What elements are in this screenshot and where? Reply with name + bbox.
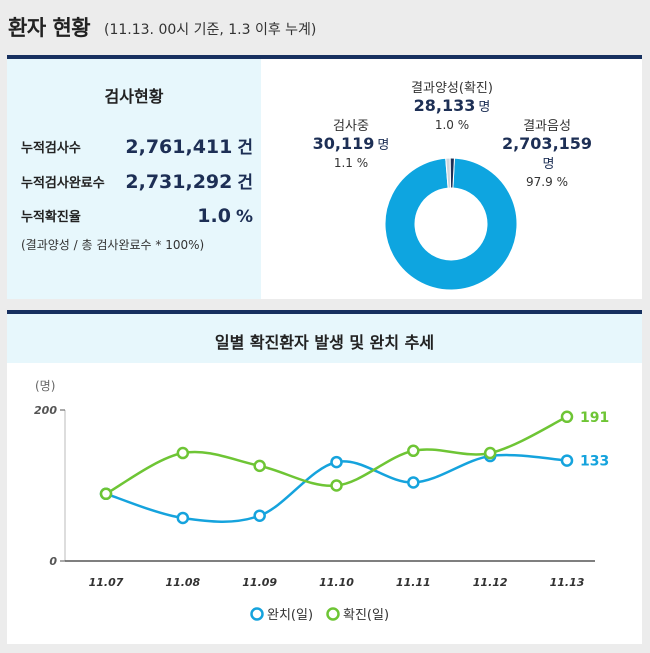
page-header: 환자 현황 (11.13. 00시 기준, 1.3 이후 누계) (0, 0, 650, 58)
page-subtitle: (11.13. 00시 기준, 1.3 이후 누계) (104, 22, 317, 38)
row-positive-rate: 누적확진율 1.0% (21, 203, 253, 227)
bottom-divider (7, 310, 642, 314)
series-end-label: 191 (580, 410, 609, 426)
row-completed-tests: 누적검사완료수 2,731,292 건 (21, 169, 253, 193)
row-value: 1.0% (197, 205, 253, 227)
series-1-point (253, 459, 266, 473)
legend-marker (326, 607, 340, 621)
series-0-point (176, 511, 190, 525)
testing-status-card: 검사현황 누적검사수 2,761,411 건 누적검사완료수 2,731,292 건… (7, 59, 642, 299)
chart-title: 일별 확진환자 발생 및 완치 추세 (214, 333, 435, 352)
series-1-point (176, 446, 190, 460)
page-title: 환자 현황 (8, 16, 91, 40)
testing-summary-panel: 검사현황 누적검사수 2,761,411 건 누적검사완료수 2,731,292 건… (7, 59, 261, 299)
donut-slice-positive (449, 157, 455, 189)
donut-label-negative: 결과음성 2,703,159 명 97.9 % (501, 119, 593, 189)
x-tick-label: 11.12 (473, 576, 508, 589)
x-tick-label: 11.11 (396, 576, 431, 589)
series-1-point (99, 487, 113, 501)
series-1-point (483, 446, 497, 460)
x-tick-label: 11.07 (89, 576, 124, 589)
x-tick-label: 11.10 (319, 576, 354, 589)
series-1-point (330, 479, 343, 492)
test-result-donut (384, 157, 518, 291)
legend-marker (250, 607, 264, 621)
testing-title: 검사현황 (104, 87, 164, 106)
series-0-point (407, 476, 420, 489)
daily-trend-card: 일별 확진환자 발생 및 완치 추세 (명) 0 200 11.07 11.08 11.0… (7, 314, 642, 644)
x-tick-label: 11.08 (165, 576, 200, 589)
series-1-point (407, 444, 420, 458)
series-0-point (330, 455, 343, 469)
x-tick-label: 11.13 (550, 576, 585, 589)
row-total-tests: 누적검사수 2,761,411 건 (21, 134, 253, 158)
legend-label: 확진(일) (343, 608, 389, 623)
donut-label-positive: 결과양성(확진) 28,133 명 1.0 % (411, 81, 493, 132)
row-label: 누적검사완료수 (21, 176, 105, 191)
y-axis-unit-label: (명) (35, 379, 55, 393)
y-tick-label: 200 (34, 404, 57, 417)
series-0-point (253, 509, 266, 522)
series-1-point (560, 410, 574, 424)
row-label: 누적검사수 (21, 141, 81, 156)
donut-slice-negative (384, 157, 518, 291)
donut-label-in-progress: 검사중 30,119 명 1.1 % (312, 119, 390, 170)
row-label: 누적확진율 (21, 210, 81, 225)
row-value: 2,731,292 건 (125, 171, 253, 193)
series-end-label: 133 (580, 454, 609, 470)
top-divider (7, 55, 642, 59)
daily-trend-line-chart: (명) 0 200 11.07 11.08 11.09 11.10 11.11 11.12 11.… (34, 379, 609, 623)
row-value: 2,761,411 건 (125, 136, 253, 158)
rate-footnote: (결과양성 / 총 검사완료수 * 100%) (21, 238, 205, 252)
legend-label: 완치(일) (267, 608, 313, 623)
series-0-point (560, 454, 574, 467)
x-tick-label: 11.09 (242, 576, 277, 589)
chart-header: 일별 확진환자 발생 및 완치 추세 (7, 314, 642, 363)
y-tick-label: 0 (49, 555, 57, 568)
